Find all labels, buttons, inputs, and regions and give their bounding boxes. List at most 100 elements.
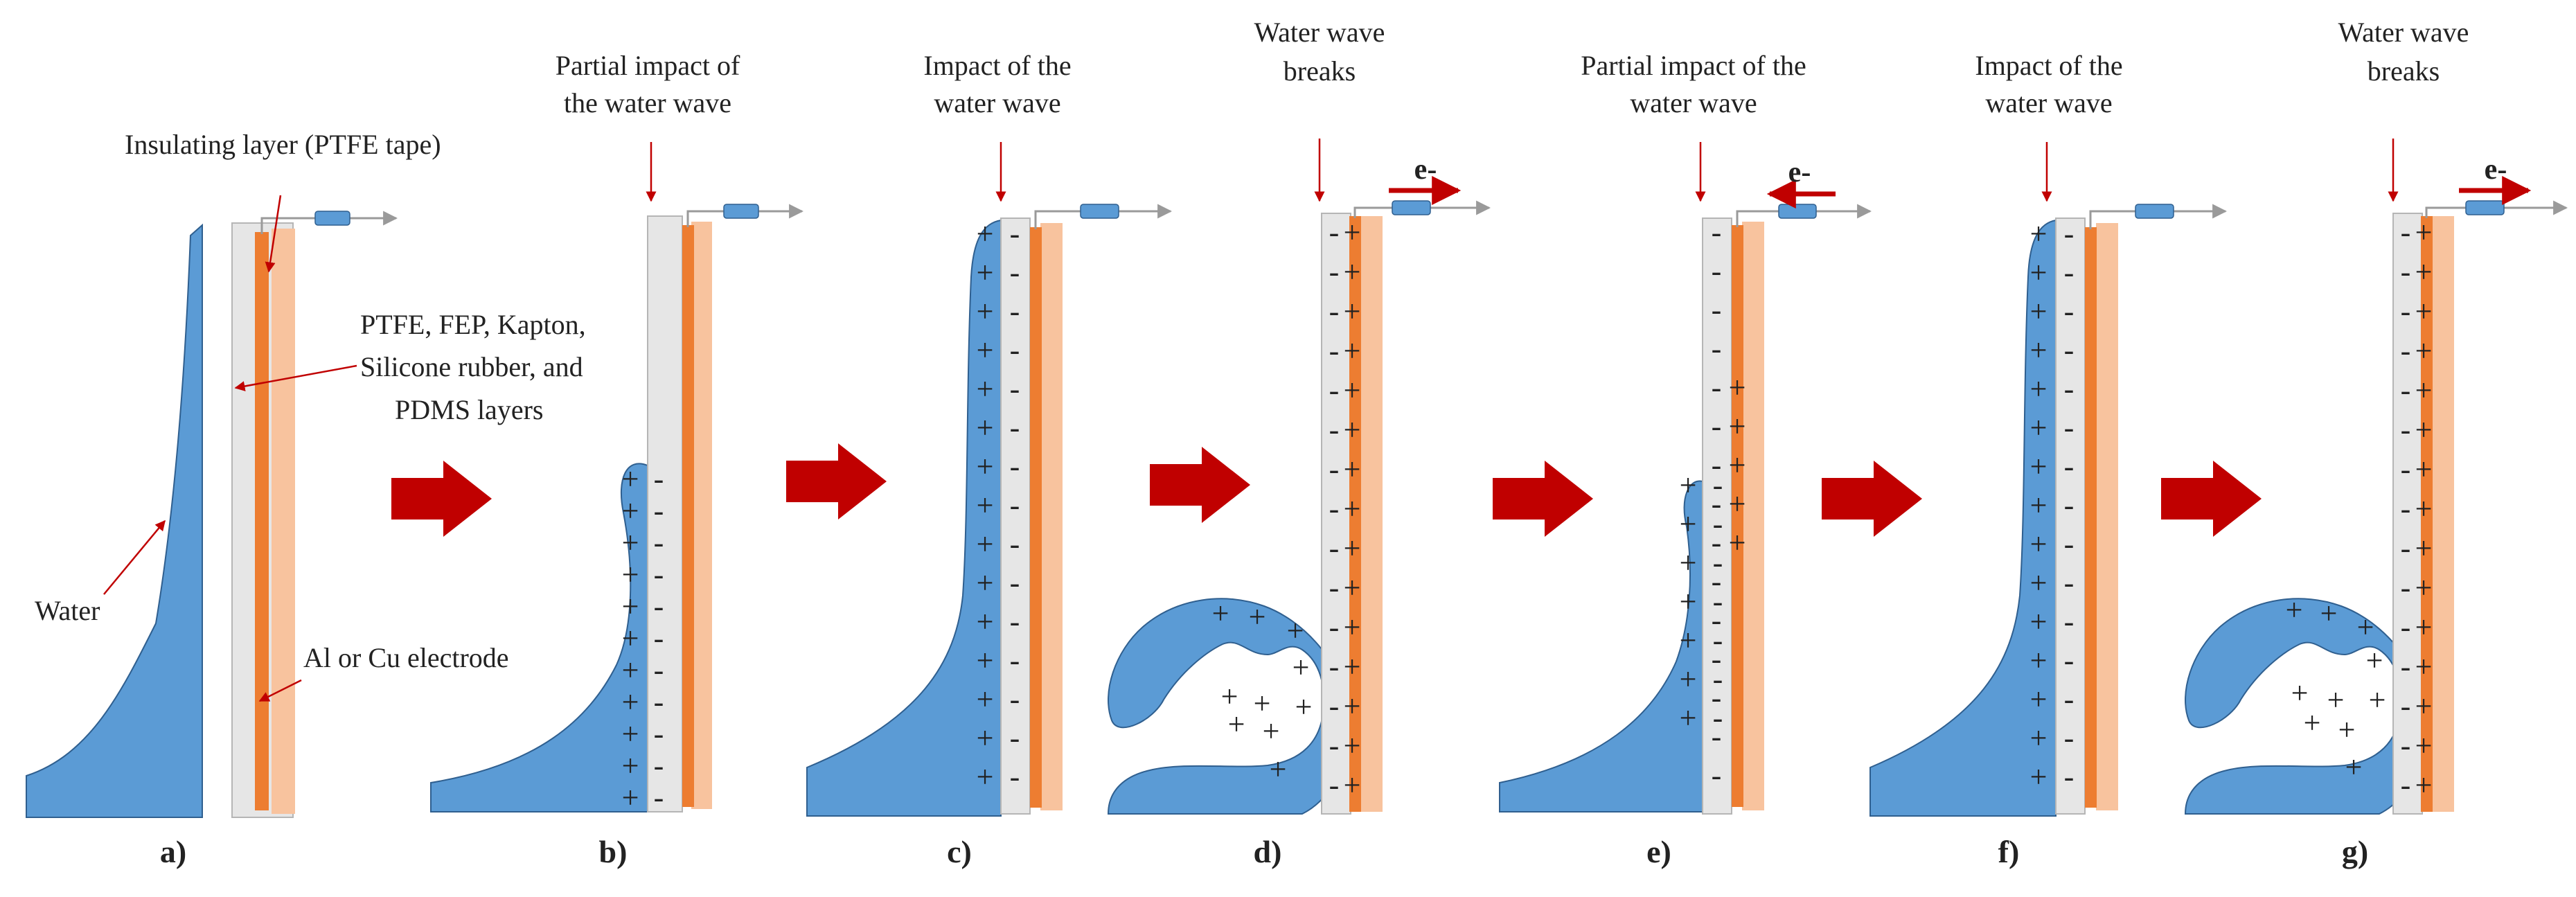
plus-charge: + (2030, 643, 2048, 677)
panel-b: Partial impact of the water wave b) ++++… (430, 50, 802, 869)
plus-charge: + (977, 488, 994, 522)
plus-charge: + (1729, 526, 1746, 560)
minus-charge: - (1712, 409, 1722, 443)
plus-charge: + (2415, 492, 2433, 526)
minus-charge: - (1713, 546, 1723, 580)
plus-charge: + (1249, 600, 1266, 634)
minus-charge: - (1712, 371, 1722, 405)
minus-charge: - (1010, 682, 1020, 716)
transition-arrows (391, 443, 2262, 537)
dielectric-layer (647, 215, 683, 812)
plus-charge: + (2415, 729, 2433, 763)
tape-layer (272, 229, 295, 814)
minus-charge: - (654, 462, 664, 496)
plus-charge: + (1344, 492, 1361, 526)
minus-charge: - (2401, 492, 2411, 526)
plus-charge: + (2415, 255, 2433, 289)
tape-layer (2096, 223, 2118, 810)
minus-charge: - (1713, 468, 1723, 502)
water-body (430, 463, 648, 812)
electrode-layer (1030, 227, 1042, 808)
water-body (806, 219, 1002, 817)
plus-charge: + (1729, 409, 1746, 443)
electrode-layer (255, 232, 269, 810)
panel-label: a) (160, 834, 186, 869)
output-wire (2089, 204, 2226, 229)
panel-label: g) (2342, 834, 2368, 869)
output-wire (260, 211, 396, 234)
minus-charge: - (1713, 585, 1723, 619)
panel-label: d) (1254, 834, 1282, 869)
minus-charge: - (1329, 334, 1340, 368)
panel-caption-line2: the water wave (564, 87, 731, 118)
dielectric-layer (1321, 213, 1351, 815)
minus-charge: - (1329, 413, 1340, 447)
minus-charge: - (654, 685, 664, 719)
minus-charge: - (1329, 768, 1340, 802)
plus-charge: + (2415, 768, 2433, 802)
minus-charge: - (2064, 566, 2075, 600)
minus-charge: - (1712, 681, 1722, 715)
plus-charge: + (2415, 689, 2433, 723)
plus-charge: + (2338, 713, 2356, 747)
plus-charge: + (2030, 527, 2048, 561)
minus-charge: - (1329, 571, 1340, 605)
plus-charge: + (1680, 701, 1697, 735)
minus-charge: - (1010, 411, 1020, 445)
minus-charge: - (1010, 488, 1020, 522)
minus-charge: - (1712, 642, 1722, 676)
tape-layer (1040, 223, 1063, 810)
plus-charge: + (2415, 215, 2433, 249)
plus-charge: + (1344, 413, 1361, 447)
minus-charge: - (2064, 682, 2075, 716)
water-body (2184, 598, 2428, 815)
plus-charge: + (2030, 411, 2048, 445)
plus-charge: + (977, 605, 994, 639)
plus-charge: + (1680, 585, 1697, 619)
minus-charge: - (1010, 333, 1020, 367)
minus-charge: - (1329, 729, 1340, 763)
minus-charge: - (1713, 662, 1723, 696)
electrode-layer (2421, 216, 2433, 812)
plus-charge: + (2415, 373, 2433, 407)
plus-charge: + (622, 781, 639, 815)
minus-charge: - (1010, 527, 1020, 561)
minus-charge: - (1010, 372, 1020, 406)
panel-caption-line1: Partial impact of the (1581, 50, 1806, 81)
minus-charge: - (1713, 507, 1723, 541)
minus-charge: - (2064, 488, 2075, 522)
minus-charge: - (1010, 643, 1020, 677)
plus-charge: + (1295, 690, 1313, 724)
plus-charge: + (1344, 531, 1361, 565)
plus-charge: + (2030, 721, 2048, 755)
plus-charge: + (977, 411, 994, 445)
panel-e: e- Partial impact of the water wave e) -… (1499, 50, 1870, 869)
minus-charge: - (2401, 373, 2411, 407)
plus-charge: + (2415, 413, 2433, 447)
electrode-layer (682, 225, 694, 807)
plus-charge: + (2345, 750, 2363, 784)
minus-charge: - (1712, 603, 1722, 637)
output-wire (686, 204, 802, 227)
plus-charge: + (2030, 605, 2048, 639)
plus-charge: + (2030, 566, 2048, 600)
charge-marks: ---------------+++++++++++++++ (2401, 215, 2433, 802)
panel-label: e) (1646, 834, 1671, 869)
minus-charge: - (2401, 768, 2411, 802)
plus-charge: + (622, 717, 639, 751)
plus-charge: + (1228, 707, 1245, 741)
plus-charge: + (1254, 686, 1271, 720)
minus-charge: - (1010, 605, 1020, 639)
water-body (1107, 598, 1351, 815)
plus-charge: + (2030, 760, 2048, 794)
transition-arrow (1493, 461, 1593, 537)
water-body (1869, 219, 2057, 817)
minus-charge: - (2401, 610, 2411, 644)
minus-charge: - (1329, 452, 1340, 486)
minus-charge: - (1329, 531, 1340, 565)
panel-caption-line1: Impact of the (923, 50, 1071, 81)
panel-label: f) (1998, 834, 2020, 869)
minus-charge: - (1712, 526, 1722, 560)
minus-charge: - (654, 781, 664, 815)
